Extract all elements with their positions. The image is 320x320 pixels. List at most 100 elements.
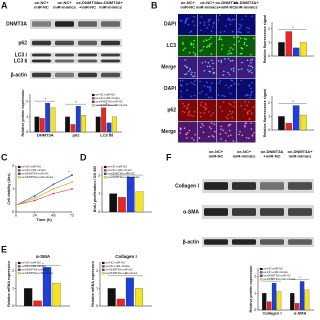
cell [179, 19, 182, 22]
cell [210, 122, 213, 124]
cell [223, 70, 225, 73]
cell [220, 59, 223, 62]
cell [247, 69, 249, 71]
cell [192, 115, 195, 117]
cell [241, 61, 243, 64]
cell [208, 45, 211, 48]
cell [241, 47, 244, 50]
bar [285, 31, 292, 57]
y-tick-label: 2 [12, 268, 15, 273]
cell [203, 21, 206, 24]
band [32, 40, 51, 46]
cell [213, 130, 216, 133]
cell [228, 129, 231, 132]
cell [208, 43, 211, 46]
line [15, 181, 73, 206]
bar [135, 288, 143, 307]
cell [208, 135, 210, 138]
cell [207, 111, 210, 113]
cell [210, 53, 213, 55]
cell [193, 110, 196, 113]
legend-label: oe-NC+miR-NC [22, 261, 42, 265]
band [260, 239, 284, 245]
micrograph [197, 121, 217, 143]
cell [245, 38, 247, 40]
cell [251, 66, 254, 69]
cell [243, 41, 246, 44]
column-header: miR-NC [34, 5, 49, 10]
cell [230, 68, 233, 70]
cell [231, 116, 233, 119]
legend-label: oe-DNMT3A+miR-NC [106, 268, 133, 272]
cell [208, 86, 211, 89]
bar [116, 298, 125, 307]
column-header: miR-mimics [235, 5, 258, 10]
bar [52, 283, 61, 307]
cell [231, 59, 234, 62]
y-tick-label: 1 [12, 186, 15, 191]
column-header: oe-DNMT3A [261, 149, 284, 154]
y-tick-label: 1 [254, 290, 257, 295]
sig-label: * [271, 277, 273, 282]
cell [186, 89, 188, 91]
blot-label: p62 [18, 40, 27, 46]
micrograph [236, 35, 256, 57]
cell [209, 65, 211, 68]
cell [233, 18, 236, 21]
cell [209, 90, 212, 92]
y-tick-label: 2 [268, 100, 271, 105]
cell [227, 57, 230, 60]
row-label: LC3 [167, 43, 177, 49]
cell [238, 28, 240, 31]
band [101, 40, 120, 46]
cell [193, 15, 195, 18]
legend-label: oe-DNMT3A+miR-NC [108, 172, 135, 176]
point [71, 181, 73, 184]
cell [229, 19, 232, 22]
cell [204, 108, 207, 111]
cell [186, 107, 189, 110]
legend-label: oe-DNMT3A+miR-NC [22, 172, 49, 176]
cell [199, 22, 202, 24]
cell [251, 71, 253, 74]
column-header: miR-mimics [289, 154, 312, 159]
cell [222, 129, 224, 132]
cell [225, 116, 228, 118]
bar [292, 47, 300, 57]
y-axis-label: Relative protein expression [249, 266, 253, 313]
cell [211, 82, 213, 84]
micrograph [178, 35, 197, 57]
y-tick-label: 2 [12, 163, 15, 168]
bar [299, 281, 305, 311]
cell [187, 70, 190, 73]
cell [179, 79, 182, 82]
cell [240, 32, 242, 34]
row-label: p62 [167, 107, 176, 113]
cell [208, 38, 211, 41]
cell [239, 23, 241, 26]
legend-swatch [259, 267, 263, 271]
cell [244, 122, 247, 124]
column-header: +miR-NC [79, 5, 96, 10]
legend-swatch [17, 265, 21, 268]
x-tick-label: α-SMA [294, 311, 307, 316]
cell [194, 84, 196, 86]
cell [227, 17, 230, 19]
band [55, 53, 74, 57]
cell [244, 124, 246, 127]
bar [39, 118, 45, 133]
cell [227, 117, 229, 120]
cell [202, 124, 205, 127]
legend-label: oe-NC+miR-mimics [96, 96, 121, 100]
cell [189, 31, 191, 33]
cell [184, 65, 186, 67]
bar [81, 115, 87, 133]
cell [201, 90, 204, 93]
legend-swatch [91, 104, 95, 107]
legend-swatch [91, 93, 95, 97]
cell [240, 105, 242, 107]
cell [251, 15, 254, 17]
cell [233, 82, 236, 85]
cell [185, 133, 187, 136]
cell [201, 122, 203, 125]
